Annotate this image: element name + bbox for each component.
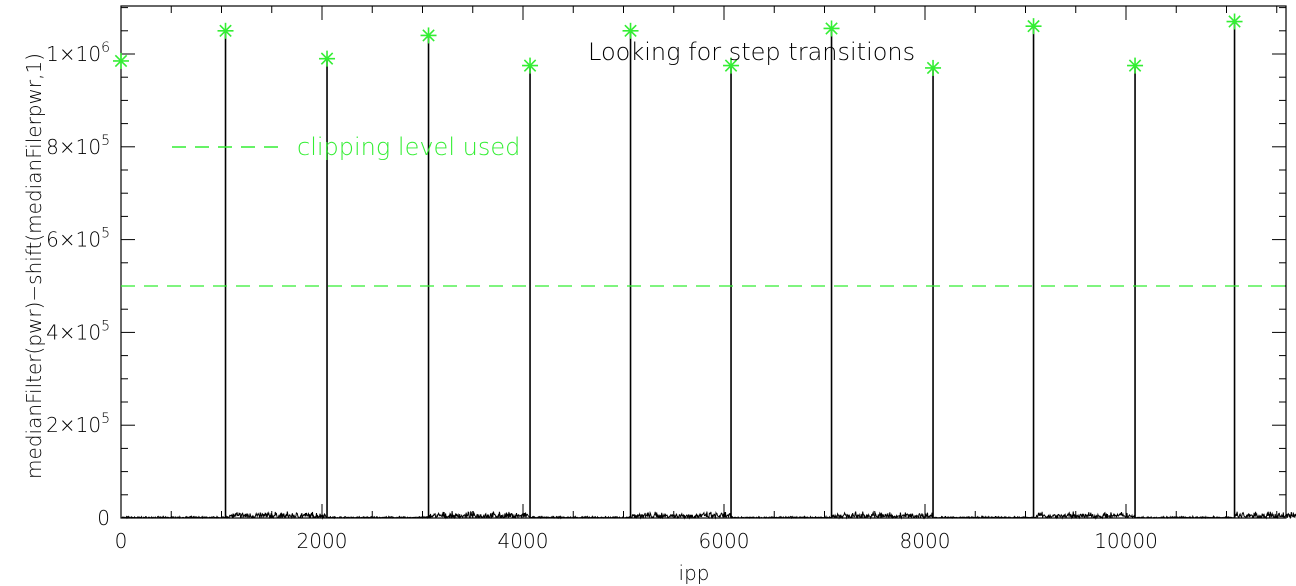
- x-axis-label: ipp: [679, 561, 710, 585]
- noise-segment: [326, 515, 429, 520]
- y-tick-label: 6×105: [46, 226, 110, 252]
- y-tick-label: 2×105: [46, 411, 110, 437]
- asterisk-stroke: [1228, 15, 1241, 28]
- asterisk-marker: [217, 22, 234, 39]
- noise-segment: [1234, 511, 1296, 520]
- noise-segment: [630, 510, 732, 520]
- x-tick-label: 6000: [699, 529, 750, 553]
- asterisk-stroke: [320, 52, 334, 65]
- asterisk-marker: [925, 59, 942, 76]
- asterisk-marker: [823, 20, 840, 37]
- plot-axes: 0 2000 4000 6000 8000 10000 0 2×105 4×105 6×105 8×…: [46, 5, 1287, 553]
- y-tick-label: 4×105: [46, 318, 110, 344]
- noise-segment: [932, 515, 1034, 520]
- asterisk-stroke: [219, 24, 232, 38]
- y-tick-label: 8×105: [46, 133, 110, 159]
- asterisk-marker: [113, 52, 129, 69]
- y-axis-label: medianFilter(pwr)−shift(medianFilerpwr,1…: [22, 53, 46, 479]
- asterisk-marker: [522, 57, 539, 74]
- x-tick-label: 2000: [297, 529, 348, 553]
- asterisk-marker: [1127, 57, 1144, 74]
- noise-segment: [225, 511, 328, 520]
- asterisk-marker: [420, 27, 437, 44]
- asterisk-marker: [319, 50, 336, 67]
- y-tick-label: 0: [97, 506, 110, 530]
- asterisk-stroke: [825, 22, 838, 35]
- asterisk-stroke: [624, 24, 637, 38]
- asterisk-marker: [622, 22, 639, 39]
- asterisk-stroke: [724, 59, 738, 72]
- asterisk-stroke: [1027, 19, 1040, 33]
- x-tick-label: 0: [115, 529, 128, 553]
- noise-segment: [428, 510, 531, 520]
- plot-frame: [120, 5, 1287, 519]
- asterisk-marker: [1226, 13, 1243, 30]
- x-tick-label: 4000: [498, 529, 549, 553]
- plot-marks: [113, 13, 1296, 520]
- annotation-text: Looking for step transitions: [588, 38, 915, 66]
- noise-segment: [1033, 511, 1136, 520]
- noise-segment: [121, 515, 226, 520]
- asterisk-stroke: [926, 61, 940, 75]
- noise-segment: [730, 515, 832, 520]
- x-tick-label: 8000: [900, 529, 951, 553]
- asterisk-stroke: [422, 29, 435, 42]
- asterisk-stroke: [1128, 59, 1142, 72]
- asterisk-marker: [723, 57, 740, 74]
- legend-clip-label: clipping level used: [297, 133, 520, 161]
- asterisk-stroke: [523, 59, 537, 72]
- noise-segment: [831, 510, 934, 520]
- asterisk-stroke: [114, 54, 128, 68]
- y-tick-label: 1×106: [46, 40, 110, 66]
- noise-segment: [1134, 514, 1235, 520]
- asterisk-marker: [1025, 18, 1042, 35]
- noise-segment: [529, 515, 631, 520]
- x-tick-label: 10000: [1094, 529, 1158, 553]
